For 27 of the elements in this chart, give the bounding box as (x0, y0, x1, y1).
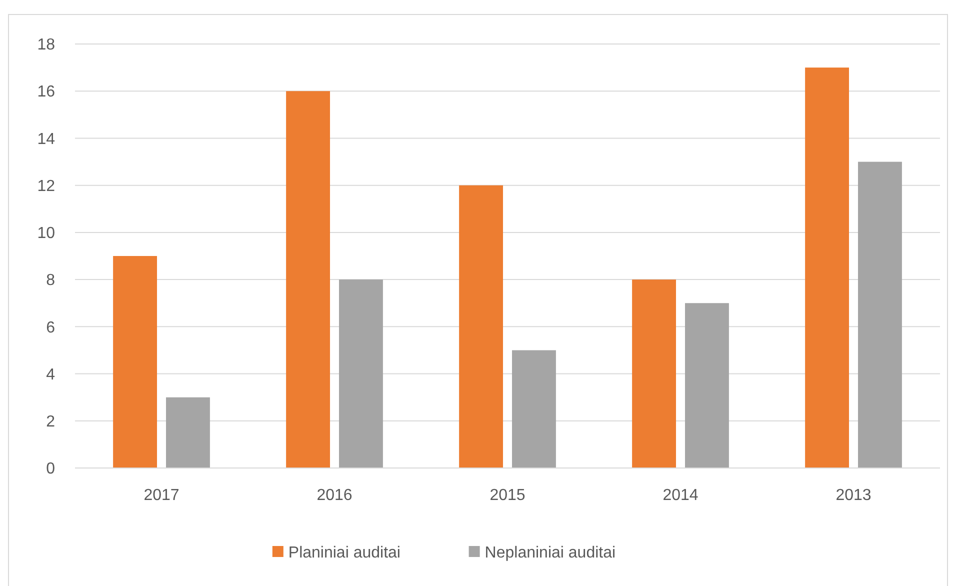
y-tick-label: 8 (46, 272, 56, 290)
x-tick-label: 2014 (662, 487, 698, 504)
legend-label: Planiniai auditai (288, 544, 400, 562)
y-tick-label: 10 (37, 225, 56, 242)
x-tick-label: 2013 (836, 487, 872, 504)
y-tick-label: 4 (46, 366, 56, 384)
legend-label: Neplaniniai auditai (484, 544, 616, 562)
bar (166, 397, 210, 468)
bar (286, 91, 330, 468)
bar (858, 162, 902, 468)
y-tick-label: 12 (37, 178, 56, 195)
y-tick-label: 2 (46, 413, 56, 430)
bar (113, 256, 157, 468)
bar (512, 350, 556, 468)
x-tick-label: 2017 (144, 487, 180, 504)
y-tick-label: 6 (46, 319, 56, 336)
x-tick-label: 2015 (490, 487, 526, 504)
bar (685, 303, 729, 468)
bar (805, 68, 849, 468)
y-tick-label: 0 (46, 460, 56, 478)
y-tick-label: 18 (37, 36, 56, 54)
bar (632, 280, 676, 468)
y-tick-label: 16 (37, 84, 56, 101)
bar (339, 280, 383, 468)
x-tick-label: 2016 (316, 487, 352, 504)
y-tick-label: 14 (37, 130, 56, 148)
bar (459, 185, 503, 468)
